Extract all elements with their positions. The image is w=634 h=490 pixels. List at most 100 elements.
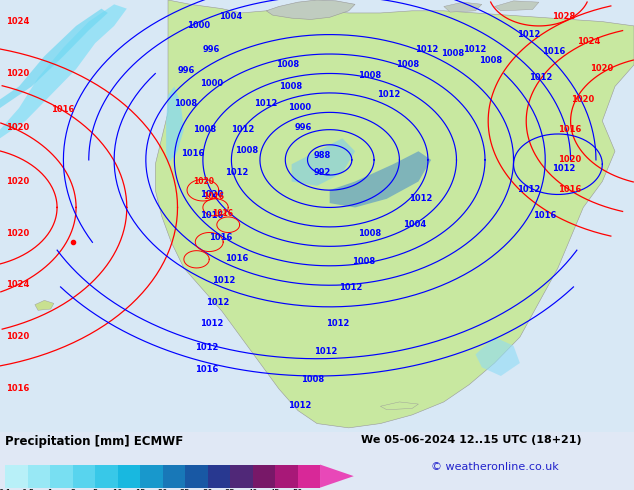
Polygon shape — [35, 300, 54, 310]
Text: 1000: 1000 — [288, 103, 311, 112]
Text: 1012: 1012 — [517, 185, 540, 195]
Text: 1008: 1008 — [174, 99, 197, 108]
Polygon shape — [0, 9, 108, 108]
Bar — [27, 465, 50, 488]
Bar — [230, 465, 252, 488]
Text: 1020: 1020 — [558, 155, 581, 164]
Text: 1008: 1008 — [301, 375, 324, 385]
Text: 1012: 1012 — [206, 298, 230, 307]
Polygon shape — [444, 2, 482, 12]
Bar — [140, 465, 162, 488]
Text: 1016: 1016 — [51, 105, 74, 114]
Text: 1012: 1012 — [552, 164, 575, 172]
Text: 1008: 1008 — [358, 228, 381, 238]
Text: 1020: 1020 — [193, 177, 214, 186]
Bar — [50, 465, 72, 488]
Text: 1012: 1012 — [517, 30, 540, 39]
Polygon shape — [155, 0, 634, 428]
Text: 1020: 1020 — [200, 190, 223, 198]
Text: 1012: 1012 — [225, 168, 249, 177]
Text: 1020: 1020 — [6, 332, 30, 341]
Text: 1008: 1008 — [235, 147, 257, 155]
Text: 1016: 1016 — [209, 233, 233, 242]
Text: 1016: 1016 — [225, 254, 249, 264]
Bar — [72, 465, 95, 488]
Polygon shape — [330, 151, 431, 207]
Text: 1012: 1012 — [212, 276, 236, 285]
Text: 1008: 1008 — [441, 49, 463, 58]
Text: 996: 996 — [203, 45, 220, 54]
Text: 1008: 1008 — [193, 125, 216, 134]
Text: 996: 996 — [178, 67, 195, 75]
Text: 1012: 1012 — [231, 125, 255, 134]
Text: 35: 35 — [224, 489, 235, 490]
Text: 1000: 1000 — [187, 21, 210, 30]
Text: 30: 30 — [202, 489, 213, 490]
Text: 1016: 1016 — [542, 47, 566, 56]
Text: 1012: 1012 — [415, 45, 439, 54]
Text: 1024: 1024 — [6, 17, 30, 26]
Text: 1004: 1004 — [403, 220, 426, 229]
Text: 1020: 1020 — [6, 177, 30, 186]
Text: 40: 40 — [247, 489, 258, 490]
Text: 1012: 1012 — [377, 90, 401, 99]
Text: 1008: 1008 — [279, 82, 302, 91]
Text: 0.1: 0.1 — [0, 489, 11, 490]
Text: 10: 10 — [112, 489, 123, 490]
Text: 1020: 1020 — [6, 228, 30, 238]
Text: 1012: 1012 — [529, 73, 553, 82]
Bar — [275, 465, 297, 488]
Polygon shape — [0, 4, 127, 138]
Polygon shape — [266, 0, 355, 20]
Text: 1012: 1012 — [463, 45, 486, 54]
Polygon shape — [320, 465, 354, 488]
Text: 1012: 1012 — [288, 401, 312, 411]
Text: We 05-06-2024 12..15 UTC (18+21): We 05-06-2024 12..15 UTC (18+21) — [361, 435, 582, 445]
Text: 1008: 1008 — [396, 60, 419, 69]
Text: 1008: 1008 — [352, 257, 375, 266]
Text: 1016: 1016 — [195, 365, 219, 374]
Text: © weatheronline.co.uk: © weatheronline.co.uk — [431, 462, 559, 472]
Polygon shape — [380, 402, 418, 410]
Text: 996: 996 — [295, 122, 312, 132]
Text: 1012: 1012 — [339, 283, 363, 292]
Bar — [117, 465, 140, 488]
Bar — [252, 465, 275, 488]
Text: Precipitation [mm] ECMWF: Precipitation [mm] ECMWF — [5, 435, 183, 448]
Text: 1016: 1016 — [181, 148, 204, 158]
Text: 1020: 1020 — [590, 64, 613, 74]
Text: 2: 2 — [70, 489, 75, 490]
Text: 45: 45 — [270, 489, 280, 490]
Text: 1008: 1008 — [358, 71, 381, 80]
Text: 15: 15 — [135, 489, 145, 490]
Text: 1008: 1008 — [276, 60, 299, 69]
Text: 0.5: 0.5 — [21, 489, 34, 490]
Text: 50: 50 — [292, 489, 303, 490]
Text: 1012: 1012 — [195, 343, 219, 352]
Text: 1012: 1012 — [327, 319, 350, 328]
Bar — [207, 465, 230, 488]
Text: 988: 988 — [314, 151, 331, 160]
Text: 1012: 1012 — [254, 99, 277, 108]
Polygon shape — [166, 86, 184, 164]
Polygon shape — [495, 1, 539, 11]
Text: 1016: 1016 — [558, 185, 581, 195]
Polygon shape — [292, 138, 355, 186]
Text: 1016: 1016 — [558, 125, 581, 134]
Text: 1012: 1012 — [200, 319, 223, 328]
Bar — [95, 465, 117, 488]
Text: 1020: 1020 — [6, 69, 30, 77]
Bar — [297, 465, 320, 488]
Text: 1004: 1004 — [219, 12, 242, 22]
Text: 20: 20 — [157, 489, 168, 490]
Text: 1000: 1000 — [200, 79, 223, 88]
Text: 1012: 1012 — [314, 347, 337, 356]
Bar — [162, 465, 185, 488]
Text: 1028: 1028 — [552, 12, 575, 22]
Text: 1020: 1020 — [571, 95, 594, 103]
Text: 1016: 1016 — [200, 211, 223, 220]
Text: 1024: 1024 — [6, 280, 30, 290]
Text: 1024: 1024 — [577, 37, 600, 46]
Bar — [5, 465, 27, 488]
Text: 1016: 1016 — [212, 209, 233, 218]
